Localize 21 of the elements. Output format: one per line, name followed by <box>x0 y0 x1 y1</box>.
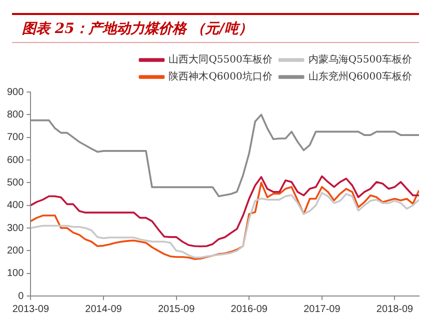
x-tick-label: 2018-09 <box>376 304 414 315</box>
x-tick-label: 2013-09 <box>12 304 50 315</box>
x-tick-label: 2014-09 <box>85 304 122 315</box>
legend-label: 山东兖州Q6000车板价 <box>308 70 412 83</box>
chart-title: 图表 25：产地动力煤价格 （元/吨） <box>12 13 419 43</box>
y-tick-label: 800 <box>6 109 24 120</box>
x-tick-label: 2016-09 <box>230 304 268 315</box>
x-tick-label: 2015-09 <box>158 304 196 315</box>
legend-label: 内蒙乌海Q5500车板价 <box>308 54 412 66</box>
y-tick-label: 300 <box>6 222 24 234</box>
y-tick-label: 500 <box>6 177 24 188</box>
y-tick-label: 100 <box>6 268 24 280</box>
y-tick-label: 200 <box>6 245 24 256</box>
y-tick-label: 400 <box>6 200 24 212</box>
legend-label: 陕西神木Q6000坑口价 <box>168 70 272 83</box>
y-tick-label: 600 <box>6 154 24 166</box>
y-tick-label: 0 <box>18 290 24 302</box>
y-tick-label: 700 <box>6 132 24 144</box>
x-tick-label: 2017-09 <box>304 304 341 315</box>
legend-label: 山西大同Q5500车板价 <box>168 54 272 66</box>
y-tick-label: 900 <box>6 86 24 98</box>
